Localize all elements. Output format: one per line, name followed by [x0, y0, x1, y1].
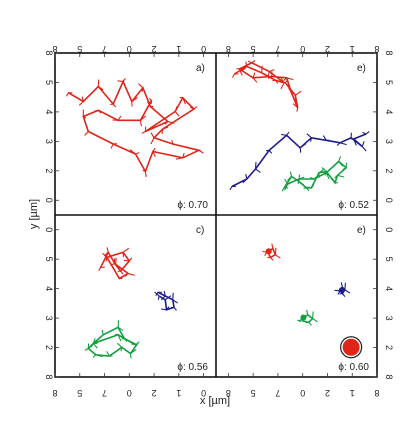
tick-label-left: 3 [44, 139, 54, 144]
panel-1: a) ϕ: 0.70 [65, 63, 208, 211]
tick-label-bottom: 7 [102, 388, 107, 398]
trajectory-jitter-blue [229, 131, 370, 191]
tick-label-right: 2 [384, 168, 394, 173]
tick-label-left: 4 [44, 109, 54, 114]
tick-label-top: 8 [52, 44, 57, 54]
tick-label-bottom: 0 [300, 388, 305, 398]
marker-disc [342, 338, 360, 356]
trajectory-blob-blue [338, 287, 345, 293]
phi-label: ϕ: 0.56 [177, 362, 208, 373]
panel-2: e) ϕ: 0.52 [229, 59, 370, 211]
tick-label-left: 4 [44, 286, 54, 291]
panel-letter: c) [196, 225, 204, 236]
tick-label-right: 4 [384, 109, 394, 114]
tick-label-left: 2 [44, 345, 54, 350]
tick-label-left: 3 [44, 316, 54, 321]
x-axis-label: x [µm] [200, 395, 230, 407]
tick-label-bottom: 1 [176, 388, 181, 398]
panel-letter: a) [196, 63, 205, 74]
tick-label-bottom: 5 [77, 388, 82, 398]
tick-label-bottom: 7 [275, 388, 280, 398]
tick-label-right: 4 [384, 286, 394, 291]
plot-frame [54, 52, 378, 378]
trajectory-blob-red [265, 248, 272, 255]
tick-label-right: 0 [384, 198, 394, 203]
tick-label-top: 1 [350, 44, 355, 54]
tick-label-bottom: 8 [52, 388, 57, 398]
tick-label-bottom: 0 [127, 388, 132, 398]
trajectory-red [99, 250, 131, 280]
tick-label-top: 1 [176, 44, 181, 54]
tick-labels: 8 5 7 0 2 1 0 8 5 7 0 2 1 88 5 7 0 2 1 0 8 5 7 0 2 1 88 85 54 43 32 20 0… [44, 44, 394, 398]
marker-ring [340, 336, 363, 359]
tick-label-right: 5 [384, 80, 394, 85]
trajectory-jitter-red [65, 78, 204, 177]
panels: a) ϕ: 0.70 e) ϕ: 0.52 c) ϕ: 0.56 e) ϕ: 0.60 [65, 59, 370, 373]
panel-3: c) ϕ: 0.56 [84, 225, 208, 373]
tick-label-bottom: 2 [152, 388, 157, 398]
trajectory-green [87, 326, 138, 357]
tick-label-right: 3 [384, 139, 394, 144]
tick-label-left: 0 [44, 227, 54, 232]
phi-label: ϕ: 0.60 [338, 362, 369, 373]
tick-marks [54, 52, 378, 378]
tick-label-bottom: 0 [201, 388, 206, 398]
trajectory-blob-green [300, 314, 307, 321]
tick-label-left: 0 [44, 198, 54, 203]
tick-label-top: 0 [201, 44, 206, 54]
tick-label-right: 3 [384, 316, 394, 321]
tick-label-left: 5 [44, 257, 54, 262]
tick-label-right: 5 [384, 257, 394, 262]
phi-label: ϕ: 0.52 [338, 200, 369, 211]
tick-label-right: 2 [384, 345, 394, 350]
tick-label-bottom: 1 [350, 388, 355, 398]
trajectory-jitter-green [84, 320, 140, 359]
tick-label-right: 8 [384, 50, 394, 55]
tick-label-right: 8 [384, 374, 394, 379]
tick-label-top: 5 [77, 44, 82, 54]
trajectory-jitter-red [231, 59, 302, 112]
trajectory-green [283, 160, 348, 189]
tick-label-top: 0 [127, 44, 132, 54]
tick-label-right: 0 [384, 227, 394, 232]
trajectory-red [68, 79, 202, 174]
tick-label-bottom: 8 [226, 388, 231, 398]
trajectory-jitter-green [297, 309, 318, 326]
panel-letter: e) [357, 225, 366, 236]
tick-label-bottom: 2 [325, 388, 330, 398]
trajectory-jitter-red [98, 247, 135, 280]
tick-label-top: 2 [152, 44, 157, 54]
tick-label-top: 5 [251, 44, 256, 54]
phi-label: ϕ: 0.70 [177, 200, 208, 211]
tick-label-top: 7 [102, 44, 107, 54]
tick-label-top: 8 [226, 44, 231, 54]
trajectory-jitter-blue [154, 290, 179, 311]
tick-label-bottom: 8 [374, 388, 379, 398]
y-axis-label: y [µm] [28, 199, 40, 229]
tick-label-bottom: 5 [251, 388, 256, 398]
tick-label-top: 7 [275, 44, 280, 54]
trajectory-jitter-green [281, 156, 347, 192]
tick-label-left: 8 [44, 50, 54, 55]
tick-label-left: 2 [44, 168, 54, 173]
panel-4: e) ϕ: 0.60 [262, 225, 369, 373]
tick-label-top: 2 [325, 44, 330, 54]
tick-label-top: 8 [374, 44, 379, 54]
tick-label-left: 8 [44, 374, 54, 379]
tick-label-left: 5 [44, 80, 54, 85]
tick-label-top: 0 [300, 44, 305, 54]
panel-letter: e) [357, 63, 366, 74]
